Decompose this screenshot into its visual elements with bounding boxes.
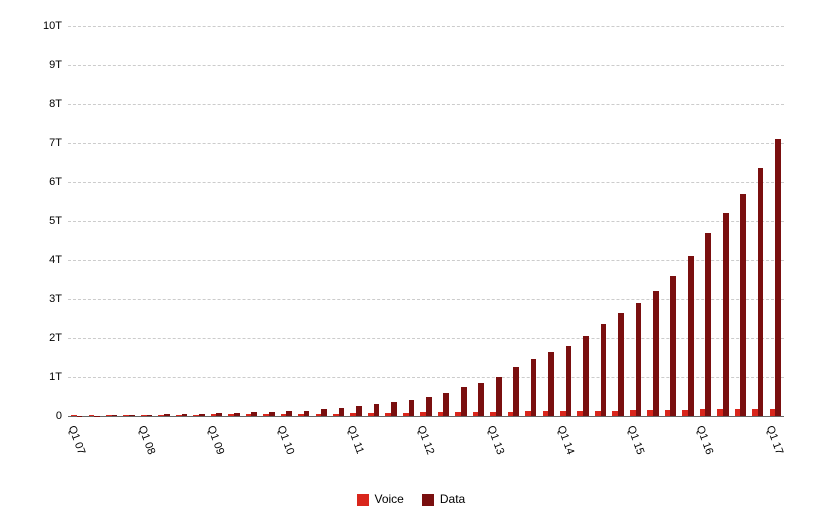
bar-data <box>234 413 240 416</box>
x-tick-label: Q1 14 <box>554 424 576 456</box>
bar-data <box>531 359 537 416</box>
legend-swatch <box>357 494 369 506</box>
gridline <box>68 338 784 339</box>
y-tick-label: 10T <box>22 20 62 32</box>
y-tick-label: 5T <box>22 215 62 227</box>
bar-data <box>601 324 607 416</box>
legend-swatch <box>422 494 434 506</box>
y-tick-label: 6T <box>22 176 62 188</box>
x-tick-label: Q1 09 <box>205 424 227 456</box>
bar-data <box>636 303 642 416</box>
bar-data <box>653 291 659 416</box>
x-tick-label: Q1 16 <box>694 424 716 456</box>
gridline <box>68 104 784 105</box>
bar-data <box>374 404 380 416</box>
bar-data <box>426 397 432 417</box>
chart-container: { "chart": { "type": "grouped-bar", "plo… <box>0 0 822 522</box>
gridline <box>68 65 784 66</box>
bar-data <box>164 414 170 416</box>
gridline <box>68 26 784 27</box>
bar-data <box>251 412 257 416</box>
bar-data <box>670 276 676 416</box>
legend-label: Voice <box>375 492 404 506</box>
y-tick-label: 8T <box>22 98 62 110</box>
bar-data <box>409 400 415 416</box>
bar-data <box>321 409 327 416</box>
gridline <box>68 182 784 183</box>
legend-item-voice: Voice <box>357 492 404 506</box>
y-tick-label: 2T <box>22 332 62 344</box>
bar-data <box>112 415 118 416</box>
bar-data <box>583 336 589 416</box>
bar-data <box>496 377 502 416</box>
bar-data <box>618 313 624 416</box>
bar-data <box>478 383 484 416</box>
y-tick-label: 3T <box>22 293 62 305</box>
x-tick-label: Q1 08 <box>135 424 157 456</box>
x-tick-label: Q1 12 <box>415 424 437 456</box>
bar-data <box>758 168 764 416</box>
y-tick-label: 4T <box>22 254 62 266</box>
bar-data <box>339 408 345 416</box>
y-tick-label: 0 <box>22 410 62 422</box>
x-tick-label: Q1 13 <box>485 424 507 456</box>
bar-data <box>688 256 694 416</box>
gridline <box>68 143 784 144</box>
bar-data <box>566 346 572 416</box>
bar-data <box>705 233 711 416</box>
gridline <box>68 260 784 261</box>
bar-data <box>548 352 554 416</box>
bar-data <box>286 411 292 416</box>
x-tick-label: Q1 11 <box>345 424 366 456</box>
x-tick-label: Q1 17 <box>764 424 786 456</box>
bar-data <box>723 213 729 416</box>
x-tick-label: Q1 07 <box>65 424 87 456</box>
bar-data <box>356 406 362 416</box>
y-tick-label: 7T <box>22 137 62 149</box>
bar-data <box>269 412 275 416</box>
bar-data <box>740 194 746 416</box>
bar-data <box>199 414 205 416</box>
bar-data <box>775 139 781 416</box>
bar-data <box>216 413 222 416</box>
bar-data <box>129 415 135 416</box>
legend-label: Data <box>440 492 465 506</box>
x-tick-label: Q1 10 <box>275 424 297 456</box>
bar-data <box>513 367 519 416</box>
bar-data <box>443 393 449 416</box>
bar-data <box>182 414 188 416</box>
bar-data <box>304 411 310 416</box>
legend-item-data: Data <box>422 492 465 506</box>
y-tick-label: 9T <box>22 59 62 71</box>
legend: Voice Data <box>357 492 466 506</box>
bar-data <box>461 387 467 416</box>
bar-data <box>391 402 397 416</box>
gridline <box>68 377 784 378</box>
gridline <box>68 221 784 222</box>
x-axis-baseline <box>68 416 784 417</box>
y-tick-label: 1T <box>22 371 62 383</box>
gridline <box>68 299 784 300</box>
bar-data <box>147 415 153 416</box>
x-tick-label: Q1 15 <box>624 424 646 456</box>
